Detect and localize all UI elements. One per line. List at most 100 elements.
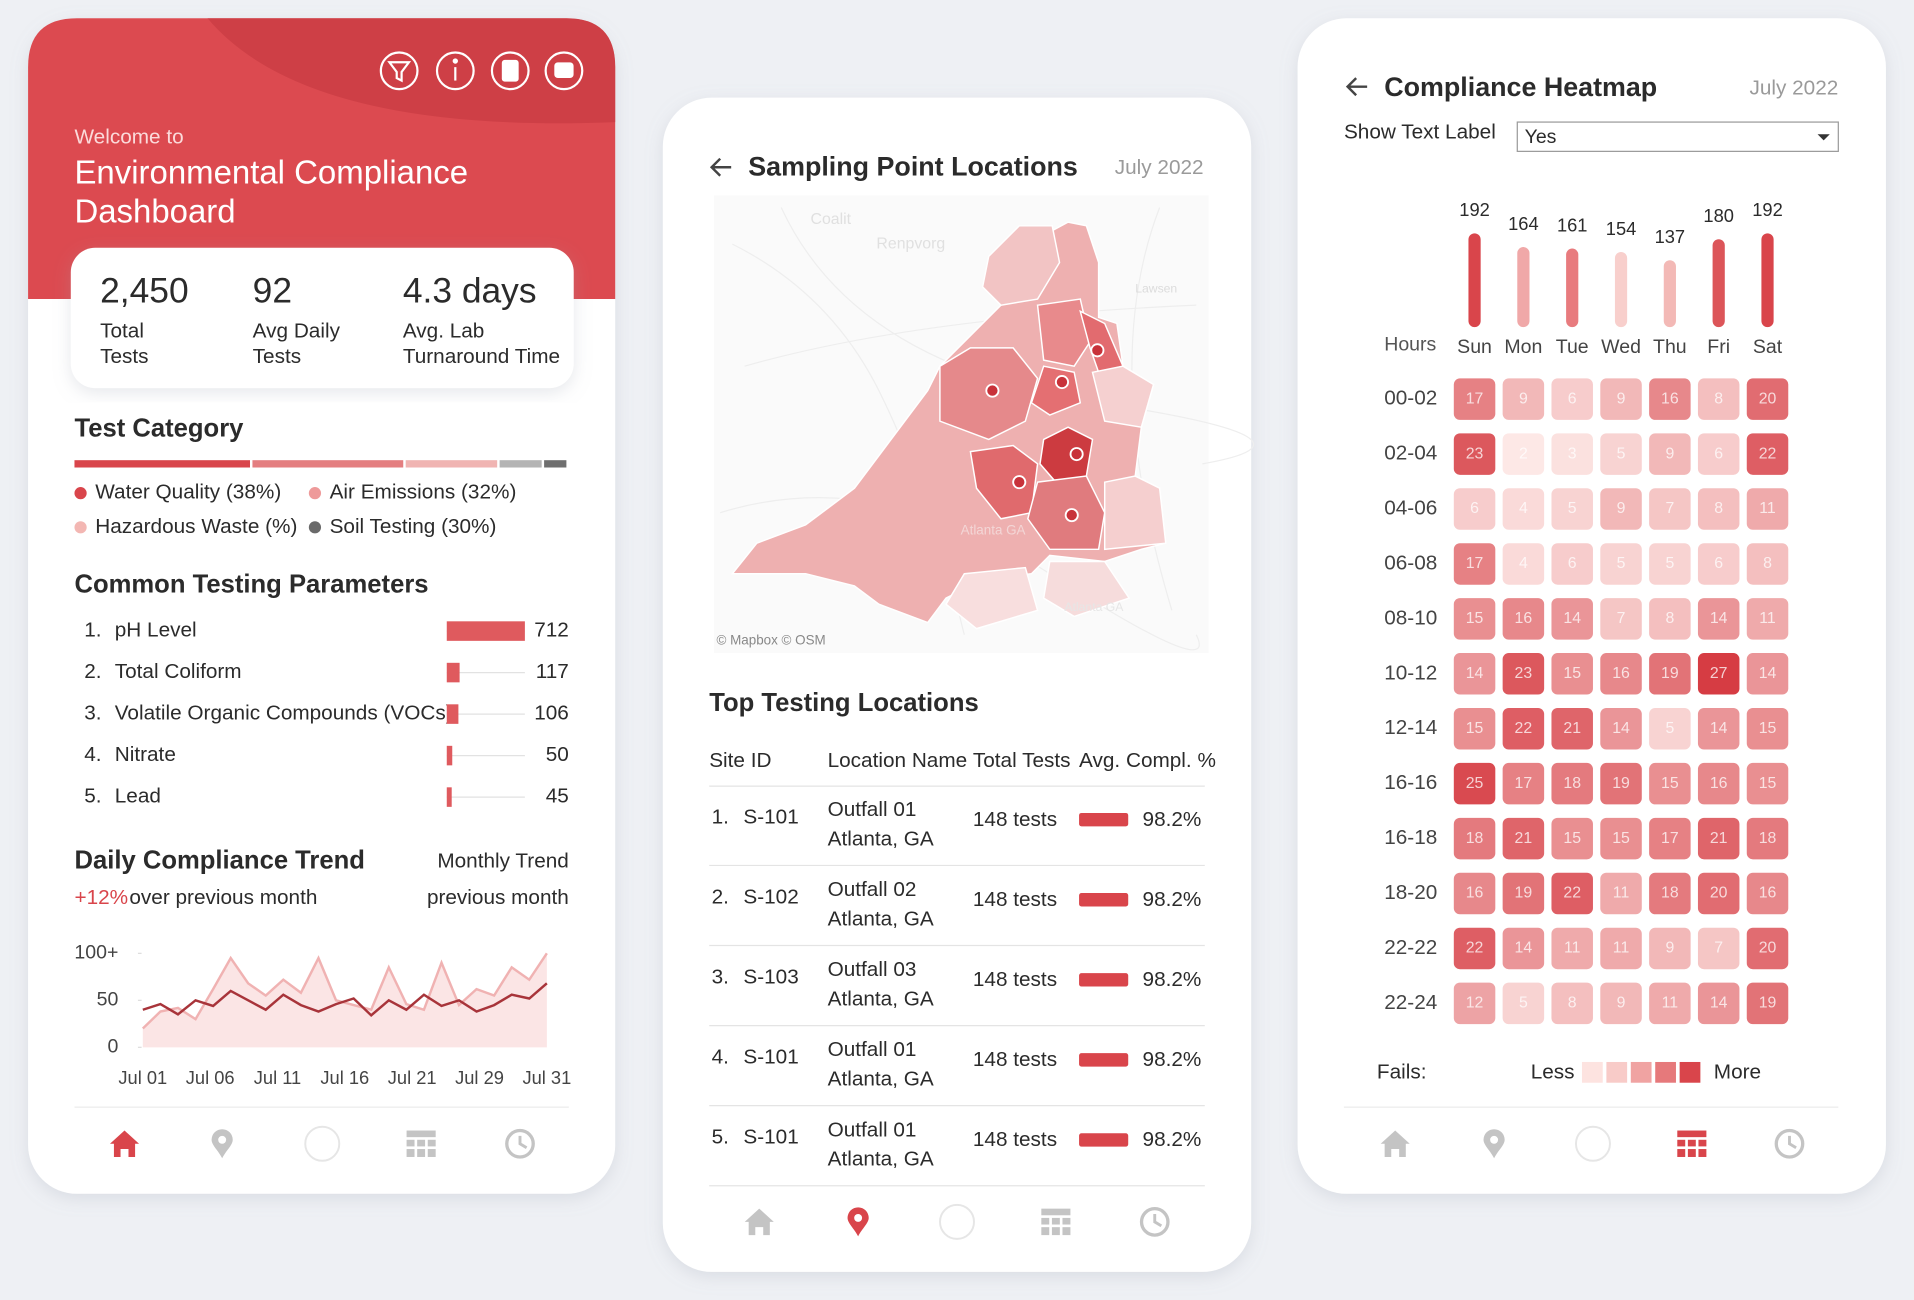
day-bar [1517,247,1530,328]
day-bar [1663,260,1676,328]
filter-button[interactable] [379,51,419,91]
back-button[interactable] [1345,77,1368,97]
compliance-bar [1079,893,1129,907]
table-header: Total Tests [973,749,1071,772]
heatmap-cell-label: 8 [1568,995,1577,1012]
info-button[interactable] [435,51,475,91]
report-icon [501,59,519,82]
table-header: Location Name [828,749,968,772]
heatmap-cell-label: 7 [1665,500,1674,517]
x-tick-label: Jul 11 [254,1067,301,1088]
heatmap-cell [1746,378,1789,420]
heatmap-cell [1649,762,1691,805]
heatmap-cell [1502,543,1545,585]
nav-heatmap[interactable] [1041,1208,1071,1236]
heatmap-cell [1600,982,1642,1025]
hour-label: 22-24 [1384,991,1437,1014]
heatmap-cell-label: 11 [1759,500,1776,517]
nav-heatmap[interactable] [1677,1130,1707,1157]
category-segment [499,460,542,468]
heatmap-cell-label: 11 [1662,995,1679,1012]
heatmap-cell-label: 16 [1710,775,1728,792]
heatmap-legend [1581,1061,1701,1083]
row-tests: 148 tests [973,888,1057,911]
heatmap-cell-label: 14 [1515,940,1533,957]
sampling-point[interactable] [1090,343,1105,358]
heatmap-cell [1551,927,1593,970]
print-button[interactable] [544,51,584,91]
heatmap-cell-label: 15 [1759,720,1777,737]
heatmap-cell [1502,817,1545,860]
dashboard-title: Environmental Compliance [74,153,468,190]
heatmap-cell [1600,872,1642,915]
day-label: Mon [1504,336,1542,358]
map-attribution: © Mapbox © OSM [717,632,826,647]
heatmap-cell-label: 17 [1466,555,1484,572]
row-site: S-102 [743,885,798,908]
header-icons [379,51,584,91]
row-rank: 1. [712,805,729,828]
kpi-label: Tests [253,345,301,368]
heatmap-cell [1502,762,1545,805]
row-tests: 148 tests [973,968,1057,991]
legend-dot [308,521,322,534]
hour-label: 10-12 [1384,661,1437,684]
heatmap-cell-label: 6 [1568,555,1577,572]
day-label: Wed [1601,336,1641,358]
sampling-point[interactable] [1069,447,1084,462]
heatmap-cell [1551,598,1593,640]
param-name: Nitrate [115,743,176,766]
day-bar [1614,251,1628,328]
toggle-select[interactable] [1516,121,1839,152]
map: Coalit Renpvorg Lawsen Atlanta GA Atlant… [714,195,1254,654]
legend-label: Air Emissions (32%) [330,481,517,504]
heatmap-cell [1453,378,1496,420]
category-segment [405,460,498,468]
heatmap-cell [1551,982,1593,1025]
category-segment [544,460,567,468]
heatmap-cell [1502,488,1545,530]
heatmap-cell-label: 5 [1665,720,1674,737]
legend-swatch [1606,1061,1628,1083]
heatmap-cell-label: 21 [1563,720,1581,737]
sampling-point[interactable] [1054,375,1069,390]
print-icon [554,62,574,78]
locations-table: Site ID Location Name Total Tests Avg. Comp… [709,749,1216,1187]
category-segment [74,460,250,468]
heatmap-cell [1600,653,1642,695]
x-tick-label: Jul 16 [320,1067,369,1088]
heatmap-cell-label: 18 [1466,830,1484,847]
heatmap-cell-label: 5 [1665,555,1674,572]
heatmap-cell [1697,817,1740,860]
heatmap-cell-label: 9 [1665,445,1674,462]
kpi-value: 4.3 days [403,271,537,310]
sampling-point[interactable] [1012,475,1027,490]
report-button[interactable] [490,51,530,91]
sampling-point[interactable] [985,383,1000,398]
heatmap-cell [1697,598,1740,640]
sampling-point[interactable] [1064,508,1079,523]
heatmap-cell-label: 7 [1714,940,1723,957]
row-city: Atlanta, GA [828,827,934,850]
heatmap-cell-label: 14 [1710,610,1728,627]
heatmap-cell [1746,598,1789,640]
kpi-label: Tests [100,345,148,368]
param-name: pH Level [115,619,197,642]
heatmap-cell-label: 14 [1563,610,1581,627]
day-bar [1566,248,1579,328]
heatmap-cell [1453,762,1496,805]
heatmap-cell-label: 8 [1763,555,1772,572]
heatmap-cell-label: 6 [1470,500,1479,517]
heatmap-cell-label: 14 [1759,665,1777,682]
heatmap-cell-label: 15 [1466,720,1484,737]
heatmap-cell [1697,653,1740,695]
param-bar [446,745,453,766]
heatmap-cell-label: 9 [1665,940,1674,957]
heatmap-cell [1697,378,1740,420]
hour-label: 22-22 [1384,936,1437,959]
heatmap-cell-label: 22 [1563,885,1581,902]
heatmap-cell-label: 9 [1617,500,1626,517]
back-button[interactable] [709,157,732,177]
heatmap-cell [1551,543,1593,585]
nav-heatmap[interactable] [406,1130,436,1157]
